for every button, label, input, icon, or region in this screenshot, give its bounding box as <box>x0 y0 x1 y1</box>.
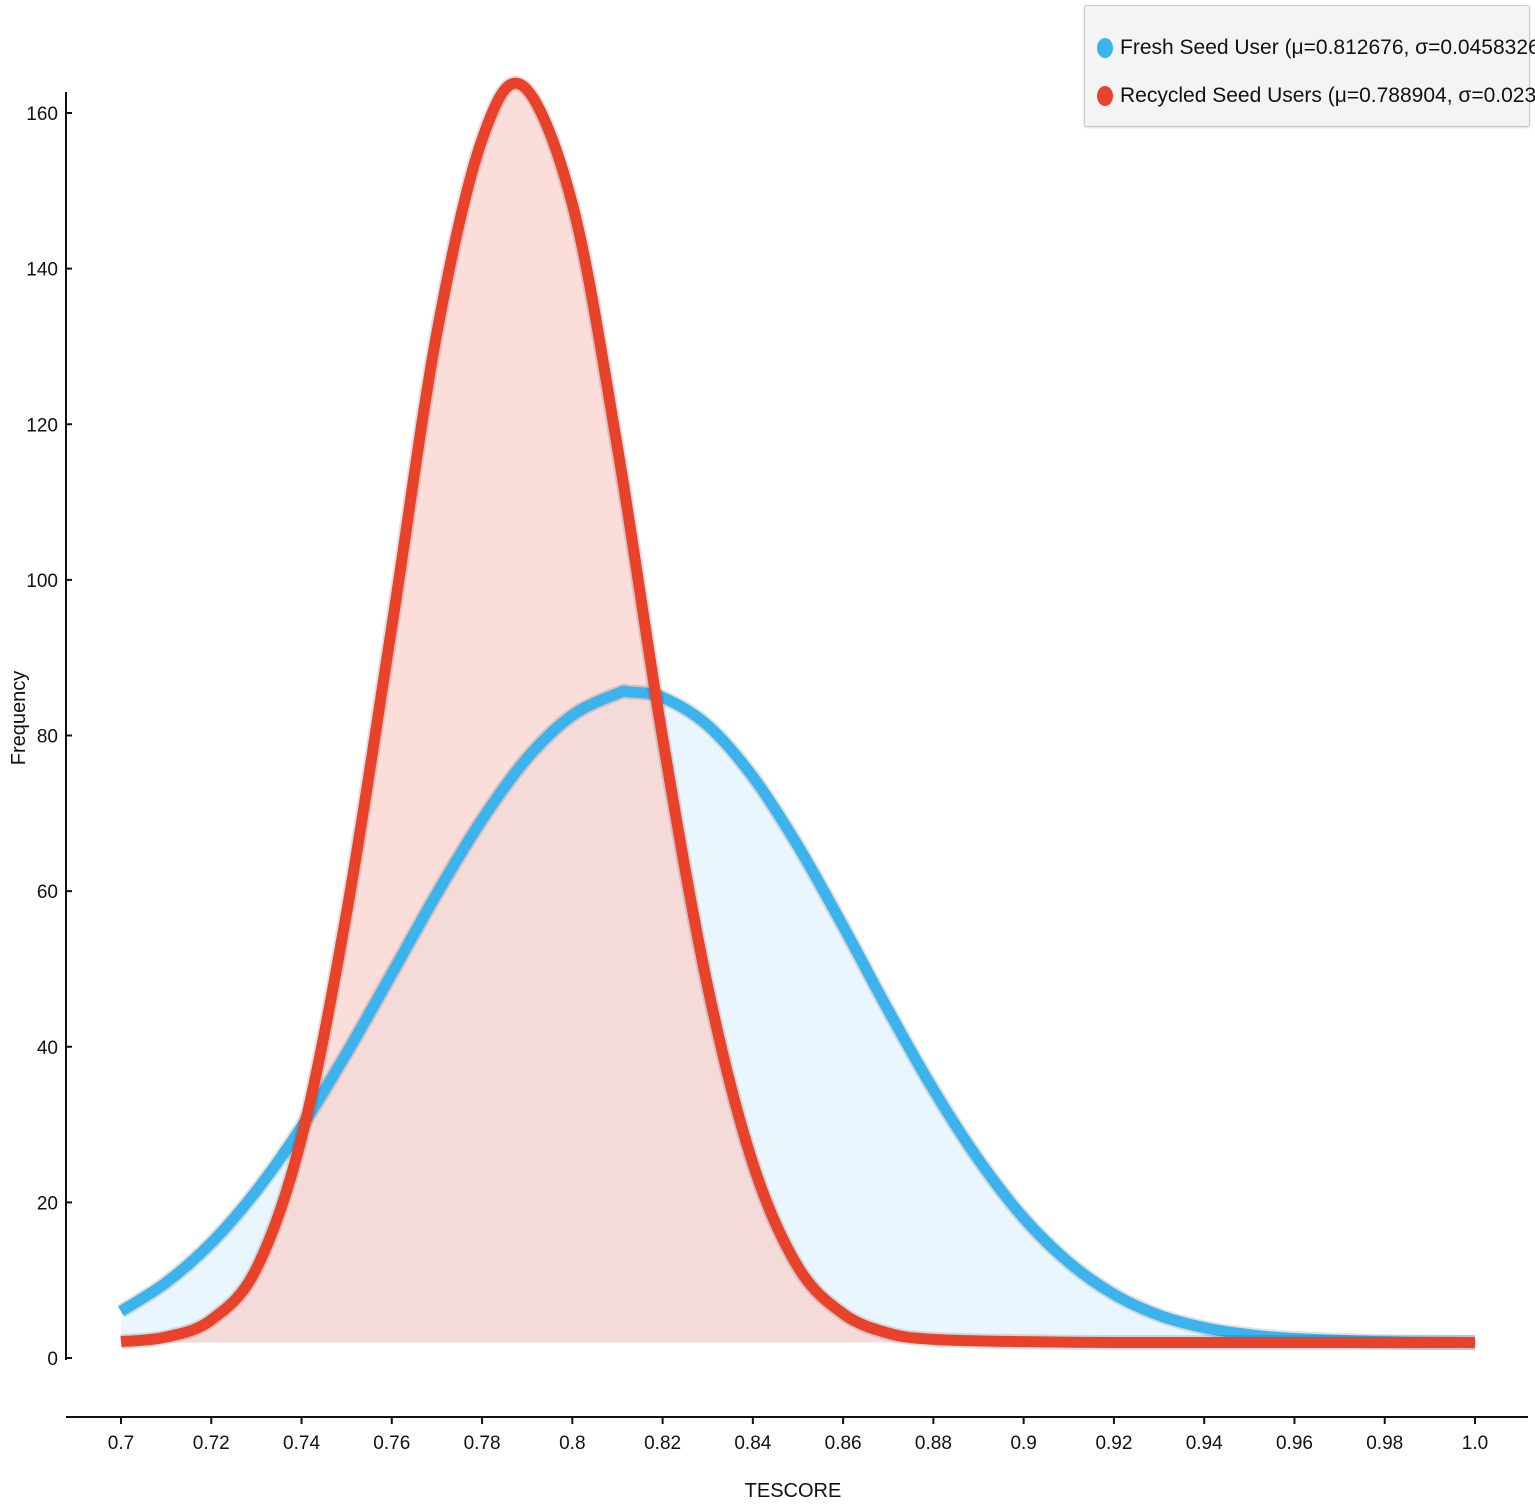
x-tick-label: 0.94 <box>1186 1433 1223 1454</box>
series-fills <box>121 83 1475 1343</box>
legend-item-recycled-seed[interactable]: Recycled Seed Users (μ=0.788904, σ=0.023… <box>1097 76 1535 116</box>
series-lines <box>116 75 1476 1350</box>
x-tick-label: 0.78 <box>464 1433 501 1454</box>
x-tick-label: 0.82 <box>644 1433 681 1454</box>
x-tick-label: 0.7 <box>108 1433 134 1454</box>
legend-label-fresh-seed: Fresh Seed User (μ=0.812676, σ=0.0458326… <box>1120 36 1535 59</box>
series-line-fresh-seed <box>118 685 1476 1348</box>
x-tick-label: 0.9 <box>1010 1433 1036 1454</box>
y-tick-label: 140 <box>26 260 58 281</box>
y-tick-label: 60 <box>37 882 58 903</box>
legend-item-fresh-seed[interactable]: Fresh Seed User (μ=0.812676, σ=0.0458326… <box>1097 28 1535 68</box>
x-tick-label: 0.86 <box>825 1433 862 1454</box>
x-tick-label: 0.84 <box>734 1433 771 1454</box>
series-line-recycled-seed <box>120 77 1475 1348</box>
x-tick-label: 0.74 <box>283 1433 320 1454</box>
y-tick-label: 100 <box>26 571 58 592</box>
x-tick-label: 0.98 <box>1366 1433 1403 1454</box>
legend-label-recycled-seed: Recycled Seed Users (μ=0.788904, σ=0.023… <box>1120 84 1535 107</box>
y-axis-title: Frequency <box>8 671 30 766</box>
y-ticks: 0 20 40 60 80 100 120 140 160 <box>26 104 72 1370</box>
y-tick-label: 120 <box>26 415 58 436</box>
x-axis-title: TESCORE <box>745 1480 842 1502</box>
legend: Fresh Seed User (μ=0.812676, σ=0.0458326… <box>1084 5 1535 127</box>
recycled-seed-dot-icon <box>1097 86 1113 106</box>
x-ticks: 0.7 0.72 0.74 0.76 0.78 0.8 0.82 0.84 0.86 0.88 0.… <box>108 1417 1488 1454</box>
fresh-seed-dot-icon <box>1097 38 1113 58</box>
y-tick-label: 80 <box>37 727 58 748</box>
x-tick-label: 1.0 <box>1462 1433 1488 1454</box>
series-area-recycled-seed <box>121 83 1475 1343</box>
y-tick-label: 0 <box>47 1349 58 1370</box>
x-tick-label: 0.92 <box>1095 1433 1132 1454</box>
x-tick-label: 0.76 <box>373 1433 410 1454</box>
x-tick-label: 0.88 <box>915 1433 952 1454</box>
x-tick-label: 0.8 <box>559 1433 585 1454</box>
y-tick-label: 160 <box>26 104 58 125</box>
x-tick-label: 0.96 <box>1276 1433 1313 1454</box>
y-tick-label: 40 <box>37 1038 58 1059</box>
x-tick-label: 0.72 <box>193 1433 230 1454</box>
y-tick-label: 20 <box>37 1193 58 1214</box>
